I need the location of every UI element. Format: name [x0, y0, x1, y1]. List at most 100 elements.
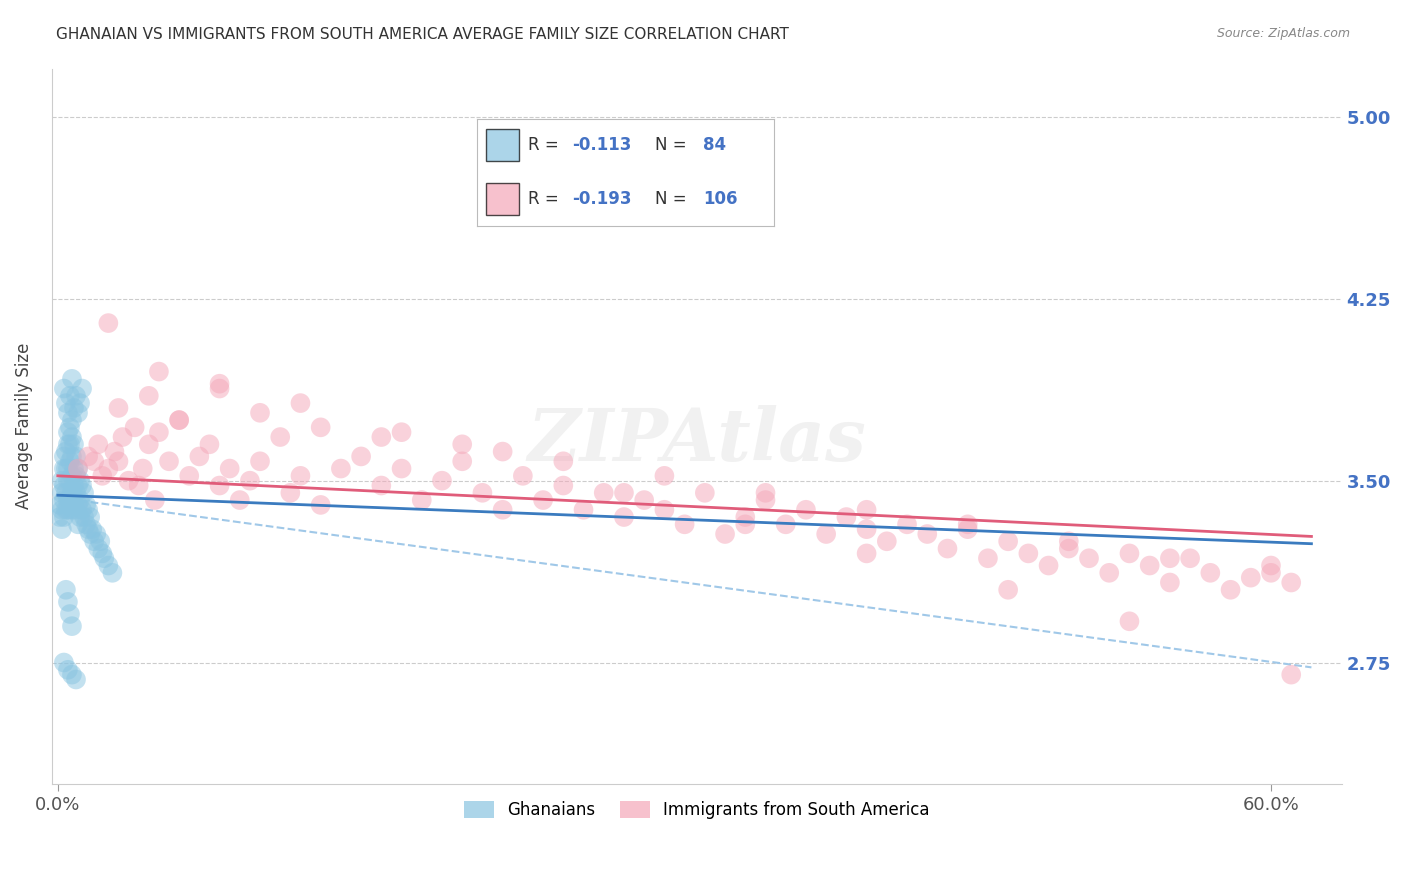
Point	[73, 510, 96, 524]
Point	[91, 468, 114, 483]
Point	[124, 420, 146, 434]
Point	[56, 493, 79, 508]
Point	[70, 382, 93, 396]
Point	[63, 498, 86, 512]
Point	[67, 406, 90, 420]
Point	[59, 420, 82, 434]
Point	[67, 517, 90, 532]
Point	[65, 673, 87, 687]
Point	[51, 502, 73, 516]
Point	[69, 493, 91, 508]
Point	[52, 461, 75, 475]
Point	[59, 607, 82, 621]
Point	[117, 474, 139, 488]
Point	[208, 382, 231, 396]
Point	[65, 450, 87, 464]
Point	[60, 413, 83, 427]
Point	[101, 566, 124, 580]
Point	[67, 498, 90, 512]
Point	[67, 478, 90, 492]
Point	[239, 474, 262, 488]
Point	[754, 493, 776, 508]
Point	[55, 396, 77, 410]
Point	[917, 527, 939, 541]
Point	[60, 372, 83, 386]
Y-axis label: Average Family Size: Average Family Size	[15, 343, 32, 509]
Point	[309, 420, 332, 434]
Point	[77, 522, 100, 536]
Point	[794, 502, 817, 516]
Point	[107, 454, 129, 468]
Point	[208, 478, 231, 492]
Point	[103, 444, 125, 458]
Point	[1118, 615, 1140, 629]
Point	[77, 450, 100, 464]
Point	[128, 478, 150, 492]
Point	[143, 493, 166, 508]
Point	[52, 382, 75, 396]
Point	[1178, 551, 1201, 566]
Point	[815, 527, 838, 541]
Point	[97, 558, 120, 573]
Point	[430, 474, 453, 488]
Point	[52, 478, 75, 492]
Legend: Ghanaians, Immigrants from South America: Ghanaians, Immigrants from South America	[457, 794, 936, 825]
Point	[290, 396, 312, 410]
Point	[997, 534, 1019, 549]
Point	[451, 437, 474, 451]
Point	[65, 468, 87, 483]
Point	[77, 502, 100, 516]
Point	[63, 461, 86, 475]
Point	[52, 656, 75, 670]
Point	[70, 478, 93, 492]
Point	[52, 450, 75, 464]
Point	[60, 468, 83, 483]
Point	[370, 430, 392, 444]
Point	[492, 444, 515, 458]
Point	[79, 510, 101, 524]
Point	[531, 493, 554, 508]
Point	[59, 437, 82, 451]
Point	[56, 502, 79, 516]
Point	[613, 510, 636, 524]
Point	[89, 534, 111, 549]
Point	[734, 517, 756, 532]
Point	[1240, 571, 1263, 585]
Point	[55, 485, 77, 500]
Point	[87, 541, 110, 556]
Point	[67, 461, 90, 475]
Point	[69, 510, 91, 524]
Point	[79, 527, 101, 541]
Point	[60, 667, 83, 681]
Point	[1057, 534, 1080, 549]
Point	[107, 401, 129, 415]
Point	[73, 485, 96, 500]
Point	[167, 413, 190, 427]
Point	[896, 517, 918, 532]
Point	[55, 461, 77, 475]
Point	[55, 582, 77, 597]
Point	[249, 406, 271, 420]
Point	[59, 454, 82, 468]
Point	[391, 425, 413, 440]
Point	[1057, 541, 1080, 556]
Point	[132, 461, 155, 475]
Point	[218, 461, 240, 475]
Point	[148, 365, 170, 379]
Point	[70, 502, 93, 516]
Point	[855, 546, 877, 560]
Point	[198, 437, 221, 451]
Point	[56, 406, 79, 420]
Point	[56, 595, 79, 609]
Point	[693, 485, 716, 500]
Point	[613, 485, 636, 500]
Point	[1159, 575, 1181, 590]
Point	[55, 444, 77, 458]
Point	[553, 454, 575, 468]
Point	[49, 498, 72, 512]
Point	[97, 316, 120, 330]
Point	[269, 430, 291, 444]
Point	[56, 663, 79, 677]
Point	[52, 493, 75, 508]
Point	[936, 541, 959, 556]
